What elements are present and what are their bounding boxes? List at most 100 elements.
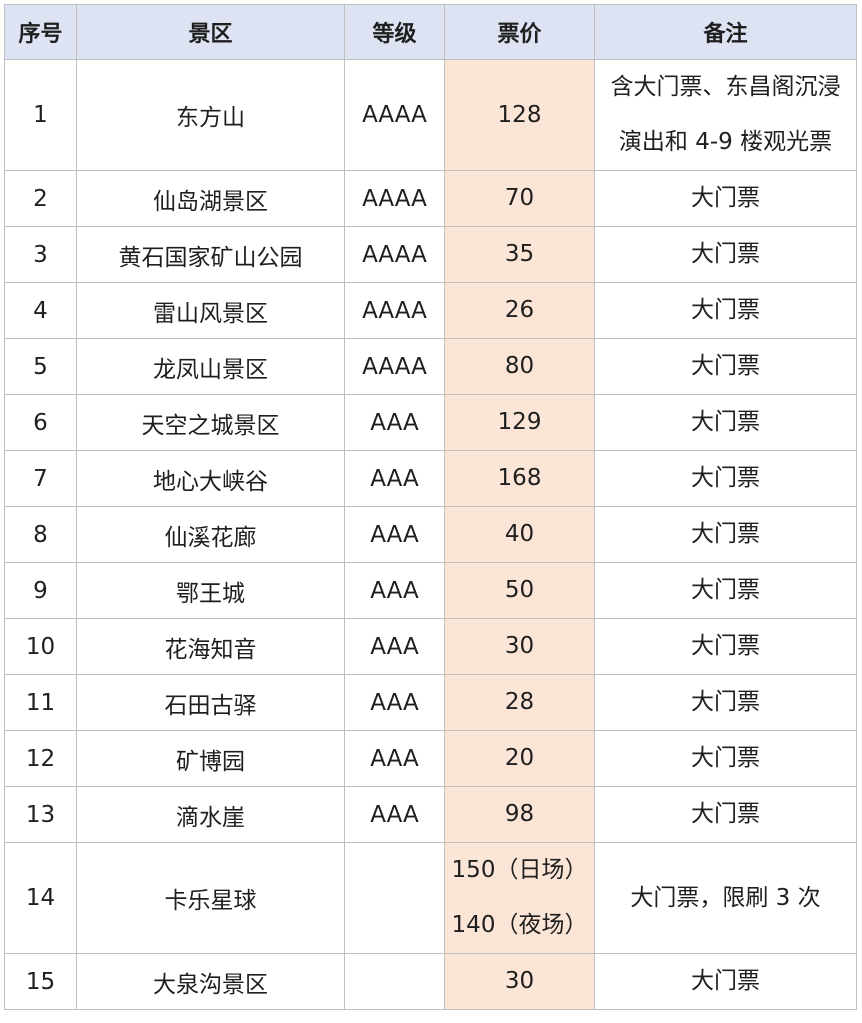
table-row: 9 鄂王城 AAA 50 大门票	[4, 562, 857, 619]
cell-name: 石田古驿	[76, 674, 345, 731]
note-line: 大门票	[691, 801, 760, 827]
note-line: 大门票，限刷 3 次	[630, 884, 821, 911]
price-line: 168	[497, 465, 542, 491]
note-line: 大门票	[691, 521, 760, 547]
cell-no: 4	[4, 282, 77, 339]
cell-price: 129	[444, 394, 595, 451]
cell-level: AAAA	[344, 338, 445, 395]
cell-no: 2	[4, 170, 77, 227]
cell-no: 10	[4, 618, 77, 675]
cell-note: 大门票	[594, 562, 857, 619]
cell-level: AAAA	[344, 282, 445, 339]
note-line: 大门票	[691, 577, 760, 603]
cell-note: 大门票	[594, 170, 857, 227]
cell-price: 50	[444, 562, 595, 619]
price-line: 98	[504, 801, 535, 827]
cell-price: 40	[444, 506, 595, 563]
cell-no: 8	[4, 506, 77, 563]
price-line: 129	[497, 409, 542, 435]
note-line: 大门票	[691, 297, 760, 323]
price-line: 30	[504, 633, 535, 659]
note-line: 大门票	[691, 465, 760, 491]
cell-name: 东方山	[76, 59, 345, 171]
cell-no: 6	[4, 394, 77, 451]
cell-price: 26	[444, 282, 595, 339]
cell-no: 14	[4, 842, 77, 954]
cell-level	[344, 953, 445, 1010]
cell-note: 大门票	[594, 450, 857, 507]
note-line: 大门票	[691, 968, 760, 994]
cell-level: AAA	[344, 730, 445, 787]
header-note: 备注	[594, 4, 857, 60]
price-line: 128	[497, 101, 542, 128]
note-line: 含大门票、东昌阁沉浸	[610, 74, 841, 100]
cell-no: 15	[4, 953, 77, 1010]
cell-no: 1	[4, 59, 77, 171]
price-line: 35	[504, 241, 535, 267]
cell-note: 大门票	[594, 730, 857, 787]
cell-no: 7	[4, 450, 77, 507]
table-body: 1 东方山 AAAA 128 含大门票、东昌阁沉浸 演出和 4-9 楼观光票 2 仙岛湖景区 A…	[4, 59, 857, 1010]
header-level: 等级	[344, 4, 445, 60]
cell-price: 20	[444, 730, 595, 787]
price-line: 20	[504, 745, 535, 771]
cell-level: AAA	[344, 618, 445, 675]
cell-level: AAAA	[344, 226, 445, 283]
cell-note: 大门票	[594, 953, 857, 1010]
note-line: 大门票	[691, 689, 760, 715]
cell-no: 12	[4, 730, 77, 787]
cell-name: 大泉沟景区	[76, 953, 345, 1010]
table-row: 8 仙溪花廊 AAA 40 大门票	[4, 506, 857, 563]
scenic-price-table-container: 序号 景区 等级 票价 备注 1 东方山 AAAA 128 含大门票、东昌阁沉浸 演出和 …	[4, 4, 857, 1010]
cell-level	[344, 842, 445, 954]
table-row: 1 东方山 AAAA 128 含大门票、东昌阁沉浸 演出和 4-9 楼观光票	[4, 59, 857, 171]
cell-name: 雷山风景区	[76, 282, 345, 339]
table-row: 13 滴水崖 AAA 98 大门票	[4, 786, 857, 843]
cell-price: 35	[444, 226, 595, 283]
scenic-price-table: 序号 景区 等级 票价 备注 1 东方山 AAAA 128 含大门票、东昌阁沉浸 演出和 …	[4, 4, 857, 1010]
table-row: 14 卡乐星球 150（日场） 140（夜场） 大门票，限刷 3 次	[4, 842, 857, 954]
cell-name: 地心大峡谷	[76, 450, 345, 507]
cell-no: 11	[4, 674, 77, 731]
cell-no: 3	[4, 226, 77, 283]
note-line: 大门票	[691, 745, 760, 771]
cell-name: 黄石国家矿山公园	[76, 226, 345, 283]
cell-note: 大门票，限刷 3 次	[594, 842, 857, 954]
table-header-row: 序号 景区 等级 票价 备注	[4, 4, 857, 60]
note-line: 大门票	[691, 241, 760, 267]
cell-level: AAAA	[344, 170, 445, 227]
cell-name: 滴水崖	[76, 786, 345, 843]
cell-price: 98	[444, 786, 595, 843]
header-name: 景区	[76, 4, 345, 60]
cell-price: 80	[444, 338, 595, 395]
price-line: 40	[504, 521, 535, 547]
price-line: 80	[504, 353, 535, 379]
cell-name: 仙溪花廊	[76, 506, 345, 563]
cell-name: 花海知音	[76, 618, 345, 675]
cell-note: 大门票	[594, 618, 857, 675]
cell-price: 30	[444, 618, 595, 675]
price-line: 70	[504, 185, 535, 211]
cell-level: AAAA	[344, 59, 445, 171]
cell-no: 5	[4, 338, 77, 395]
cell-price: 28	[444, 674, 595, 731]
header-no: 序号	[4, 4, 77, 60]
cell-price: 30	[444, 953, 595, 1010]
cell-note: 大门票	[594, 338, 857, 395]
note-line: 演出和 4-9 楼观光票	[618, 129, 833, 155]
note-line: 大门票	[691, 353, 760, 379]
table-row: 4 雷山风景区 AAAA 26 大门票	[4, 282, 857, 339]
table-row: 11 石田古驿 AAA 28 大门票	[4, 674, 857, 731]
table-row: 10 花海知音 AAA 30 大门票	[4, 618, 857, 675]
table-row: 2 仙岛湖景区 AAAA 70 大门票	[4, 170, 857, 227]
cell-note: 大门票	[594, 786, 857, 843]
cell-level: AAA	[344, 450, 445, 507]
cell-name: 鄂王城	[76, 562, 345, 619]
table-row: 5 龙凤山景区 AAAA 80 大门票	[4, 338, 857, 395]
cell-note: 大门票	[594, 674, 857, 731]
table-row: 12 矿博园 AAA 20 大门票	[4, 730, 857, 787]
cell-name: 卡乐星球	[76, 842, 345, 954]
cell-price: 168	[444, 450, 595, 507]
cell-price: 70	[444, 170, 595, 227]
note-line: 大门票	[691, 633, 760, 659]
